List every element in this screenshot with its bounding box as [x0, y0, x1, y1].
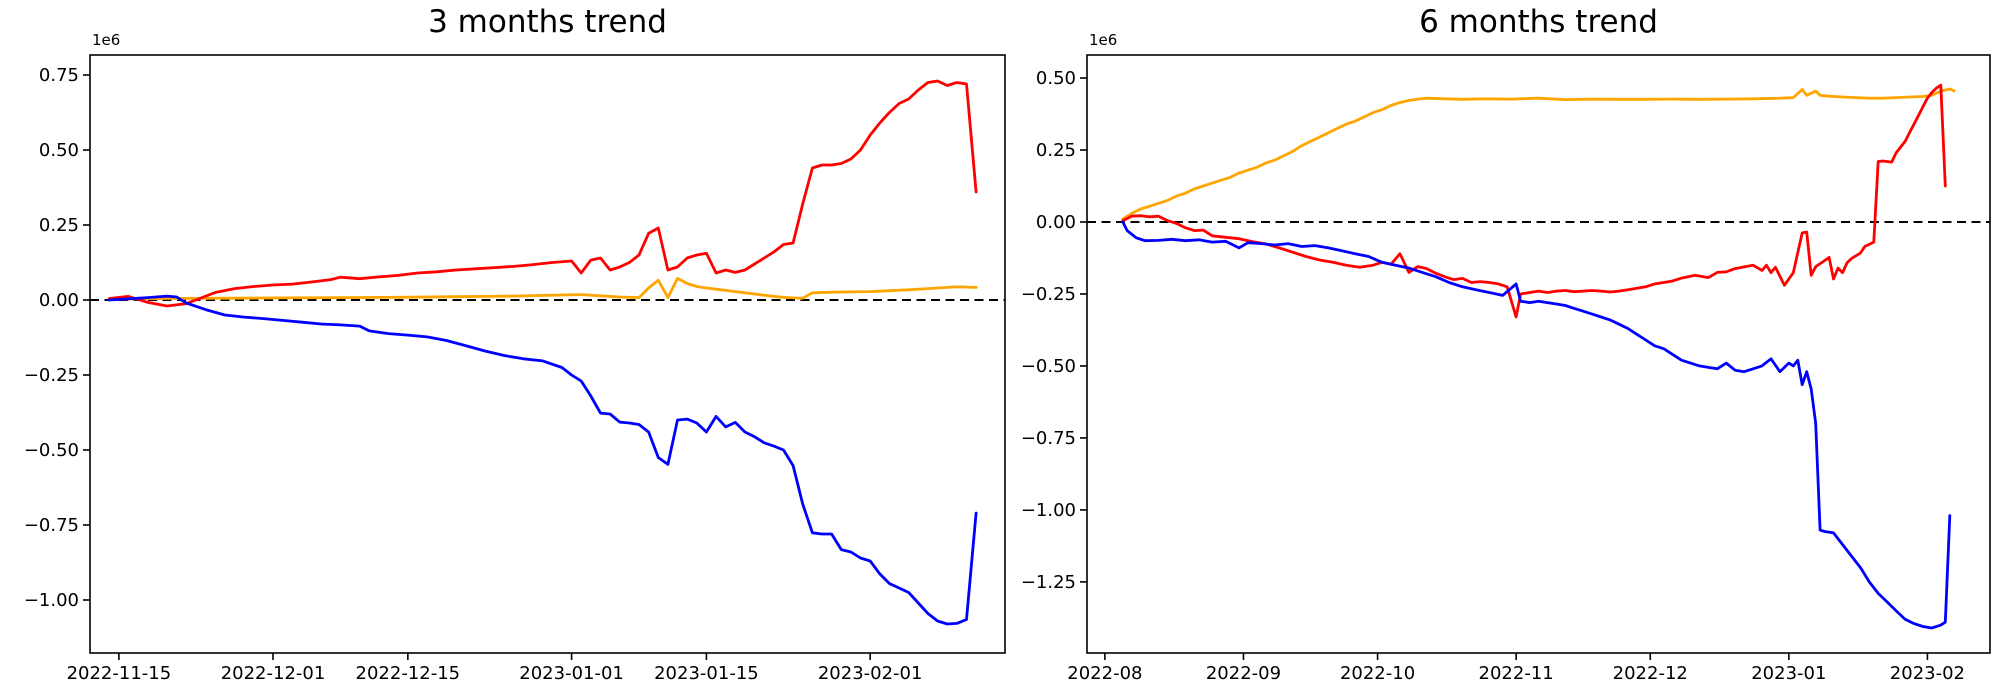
x-tick-label: 2023-01 — [1751, 663, 1826, 684]
chart-3-months: 0.75 0.50 0.25 0.00 −0.25 −0.50 −0.75 −1.00 2022… — [24, 54, 1006, 684]
x-tick-label: 2023-02 — [1890, 663, 1965, 684]
blue-line-chart-3-months — [107, 294, 978, 626]
y-tick-label: 0.00 — [1036, 212, 1076, 233]
chart-6-months: 0.50 0.25 0.00 −0.25 −0.50 −0.75 −1.00 −1.25 202… — [1021, 54, 1991, 684]
y-tick-label: −0.75 — [24, 515, 79, 536]
x-tick-label: 2022-09 — [1206, 663, 1281, 684]
y-tick-label: −0.25 — [1021, 284, 1076, 305]
x-tick-label: 2022-12 — [1613, 663, 1688, 684]
y-tick-label: 0.50 — [39, 140, 79, 161]
x-tick-label: 2022-11 — [1479, 663, 1554, 684]
y-tick-label: 0.00 — [39, 290, 79, 311]
x-tick-label: 2023-01-01 — [519, 663, 624, 684]
y-tick-label: −0.50 — [1021, 356, 1076, 377]
x-tick-label: 2023-02-01 — [818, 663, 923, 684]
red-line-chart-6-months — [1121, 83, 1947, 319]
y-tick-label: 0.50 — [1036, 68, 1076, 89]
y-tick-label: −0.75 — [1021, 428, 1076, 449]
x-tick-label: 2022-11-15 — [67, 663, 172, 684]
y-tick-label: 0.25 — [1036, 140, 1076, 161]
x-tick-label: 2022-08 — [1067, 663, 1142, 684]
axes-spines — [89, 54, 1006, 654]
chart-title-6-months: 6 months trend — [1419, 4, 1658, 40]
blue-line-chart-6-months — [1121, 220, 1952, 630]
y-tick-label: 0.25 — [39, 215, 79, 236]
orange-line-chart-3-months — [107, 276, 978, 301]
y-tick-label: −1.00 — [24, 590, 79, 611]
chart-title-3-months: 3 months trend — [428, 4, 667, 40]
red-line-chart-3-months — [107, 79, 978, 308]
y-tick-label: 0.75 — [39, 65, 79, 86]
axes-spines — [1086, 54, 1991, 654]
x-tick-label: 2023-01-15 — [654, 663, 759, 684]
x-tick-label: 2022-12-15 — [356, 663, 461, 684]
y-axis-offset-label-right: 1e6 — [1089, 31, 1118, 49]
y-tick-label: −1.25 — [1021, 572, 1076, 593]
x-tick-label: 2022-12-01 — [221, 663, 326, 684]
y-tick-label: −1.00 — [1021, 500, 1076, 521]
x-tick-label: 2022-10 — [1340, 663, 1415, 684]
orange-line-chart-6-months — [1121, 87, 1956, 221]
y-tick-label: −0.50 — [24, 440, 79, 461]
y-axis-offset-label-left: 1e6 — [92, 31, 121, 49]
y-tick-label: −0.25 — [24, 365, 79, 386]
